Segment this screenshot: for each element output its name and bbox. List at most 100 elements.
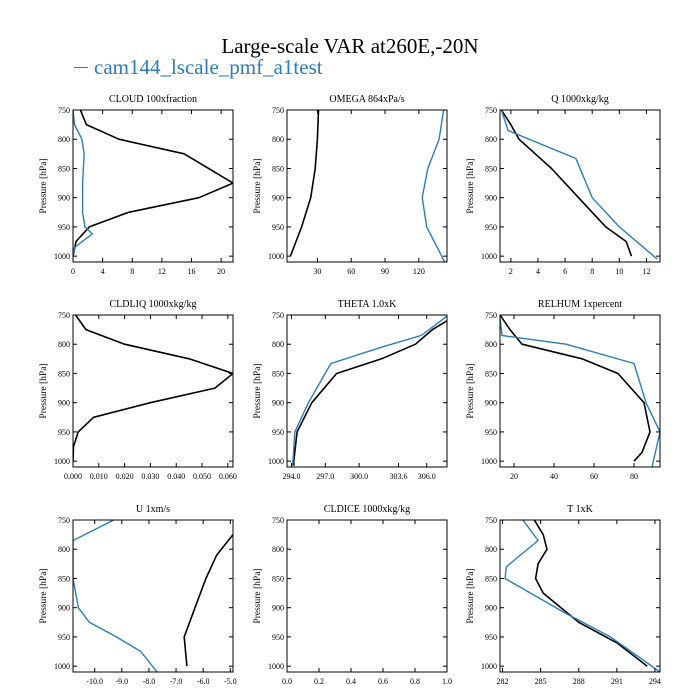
y-axis-label: Pressure [hPa]	[466, 363, 476, 418]
y-axis-label: Pressure [hPa]	[39, 568, 49, 623]
series-line-black	[533, 520, 648, 667]
y-tick-label: 800	[272, 340, 284, 349]
y-tick-label: 900	[485, 194, 497, 203]
x-tick-label: -10.0	[86, 677, 103, 686]
x-tick-label: 120	[413, 267, 425, 276]
y-tick-label: 900	[58, 604, 70, 613]
series-line-black	[183, 534, 233, 667]
panel-title: RELHUM 1xpercent	[538, 299, 622, 310]
y-tick-label: 1000	[481, 457, 497, 466]
plot-frame	[72, 519, 234, 673]
series-line-blue	[500, 317, 660, 467]
x-tick-label: 2	[509, 267, 513, 276]
y-tick-label: 1000	[481, 662, 497, 671]
y-tick-label: 850	[485, 369, 497, 378]
y-tick-label: 800	[485, 545, 497, 554]
y-axis-label: Pressure [hPa]	[253, 568, 263, 623]
y-tick-label: 1000	[54, 662, 70, 671]
x-tick-label: 30	[313, 267, 321, 276]
y-tick-label: 800	[485, 340, 497, 349]
x-tick-label: 294	[649, 677, 661, 686]
x-tick-label: 6	[563, 267, 567, 276]
legend-label: cam144_lscale_pmf_a1test	[94, 55, 323, 79]
x-tick-label: 8	[590, 267, 594, 276]
y-tick-label: 750	[272, 106, 284, 115]
y-tick-label: 850	[58, 574, 70, 583]
y-tick-label: 1000	[268, 252, 284, 261]
x-tick-label: 0.030	[141, 472, 159, 481]
y-tick-label: 900	[485, 604, 497, 613]
panel-title: CLDICE 1000xkg/kg	[324, 504, 410, 515]
y-tick-label: 900	[58, 194, 70, 203]
y-axis-label: Pressure [hPa]	[466, 568, 476, 623]
x-tick-label: 80	[630, 472, 638, 481]
panel-title: T 1xK	[567, 504, 593, 515]
x-tick-label: 297.0	[316, 472, 334, 481]
x-tick-label: 0.2	[314, 677, 324, 686]
y-tick-label: 950	[272, 428, 284, 437]
x-tick-label: 0.060	[219, 472, 237, 481]
x-tick-label: 0.4	[346, 677, 356, 686]
x-tick-label: 20	[217, 267, 225, 276]
series-line-blue	[73, 110, 94, 257]
y-tick-label: 750	[58, 311, 70, 320]
y-axis-label: Pressure [hPa]	[466, 158, 476, 213]
panel-title: OMEGA 864xPa/s	[329, 94, 404, 105]
panel-1: CLOUD 100xfraction Pressure [hPa] 750 800 85…	[39, 94, 234, 276]
x-tick-label: 0.040	[167, 472, 185, 481]
y-tick-label: 750	[272, 311, 284, 320]
x-tick-label: -9.0	[115, 677, 128, 686]
legend-line-swatch	[74, 66, 88, 68]
panel-title: Q 1000xkg/kg	[551, 94, 609, 105]
series-line-black	[73, 315, 233, 462]
y-tick-label: 1000	[54, 252, 70, 261]
x-tick-label: 294.0	[283, 472, 301, 481]
series-line-blue	[421, 110, 446, 262]
x-tick-label: 12	[642, 267, 650, 276]
panel-3: Q 1000xkg/kg Pressure [hPa] 750 800 850 900 95…	[466, 94, 661, 276]
x-tick-label: 20	[510, 472, 518, 481]
x-tick-label: 1.0	[442, 677, 452, 686]
series-line-black	[73, 110, 233, 257]
x-tick-label: 4	[101, 267, 105, 276]
x-tick-label: 16	[188, 267, 196, 276]
panel-4: CLDLIQ 1000xkg/kg Pressure [hPa] 750 800 850…	[39, 299, 237, 481]
plot-frame	[286, 519, 448, 673]
x-tick-label: 0.050	[193, 472, 211, 481]
series-line-blue	[504, 520, 660, 672]
y-tick-label: 950	[272, 633, 284, 642]
series-line-blue	[291, 315, 447, 466]
y-tick-label: 950	[485, 428, 497, 437]
x-tick-label: 300.0	[350, 472, 368, 481]
y-tick-label: 750	[485, 106, 497, 115]
y-axis-label: Pressure [hPa]	[39, 363, 49, 418]
x-tick-label: 0.0	[282, 677, 292, 686]
x-tick-label: 40	[550, 472, 558, 481]
x-tick-label: 4	[536, 267, 540, 276]
x-tick-label: 90	[381, 267, 389, 276]
x-tick-label: 60	[590, 472, 598, 481]
y-tick-label: 850	[58, 369, 70, 378]
legend: cam144_lscale_pmf_a1test	[74, 55, 323, 79]
y-tick-label: 800	[485, 135, 497, 144]
series-line-blue	[500, 110, 658, 260]
plot-frame	[72, 109, 234, 263]
y-tick-label: 750	[485, 311, 497, 320]
y-tick-label: 850	[58, 164, 70, 173]
y-axis-label: Pressure [hPa]	[253, 363, 263, 418]
y-axis-label: Pressure [hPa]	[39, 158, 49, 213]
plot-frame	[499, 109, 661, 263]
y-tick-label: 750	[58, 106, 70, 115]
panel-title: U 1xm/s	[136, 504, 170, 515]
x-tick-label: 291	[611, 677, 623, 686]
x-tick-label: 10	[615, 267, 623, 276]
y-tick-label: 1000	[268, 457, 284, 466]
panel-6: RELHUM 1xpercent Pressure [hPa] 750 800 850 9…	[466, 299, 661, 481]
y-tick-label: 750	[485, 516, 497, 525]
x-tick-label: 12	[158, 267, 166, 276]
y-tick-label: 850	[485, 574, 497, 583]
plot-frame	[72, 314, 234, 468]
x-tick-label: 0.020	[116, 472, 134, 481]
